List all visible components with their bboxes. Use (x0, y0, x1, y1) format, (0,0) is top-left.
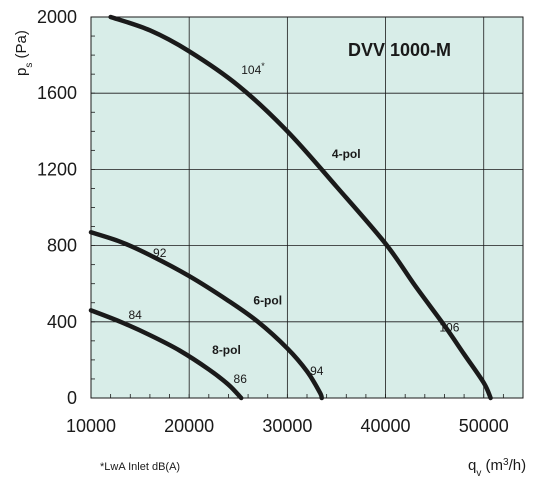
series-label: 6-pol (253, 294, 282, 308)
sound-level-label: 84 (129, 308, 143, 322)
curve-4-pol (108, 14, 493, 401)
series-label: 4-pol (332, 147, 361, 161)
sound-level-label: 86 (234, 372, 248, 386)
x-tick-label: 10000 (66, 416, 116, 436)
curve-6-pol (88, 230, 324, 401)
series-curves (88, 14, 493, 401)
x-tick-label: 40000 (361, 416, 411, 436)
chart-title: DVV 1000-M (348, 40, 451, 60)
y-tick-label: 400 (47, 312, 77, 332)
x-tick-label: 20000 (164, 416, 214, 436)
series-label: 8-pol (212, 343, 241, 357)
series-labels: 4-pol 104* 106 6-pol 92 94 8-pol 84 86 (129, 61, 460, 386)
sound-level-label: 104* (241, 61, 265, 77)
y-tick-label: 0 (67, 388, 77, 408)
y-tick-label: 2000 (37, 7, 77, 27)
x-tick-label: 50000 (459, 416, 509, 436)
y-tick-label: 1600 (37, 83, 77, 103)
curve-8-pol (88, 308, 244, 401)
sound-level-label: 92 (153, 246, 167, 260)
x-axis-title: qv (m3/h) (468, 457, 526, 479)
y-axis-title: ps (Pa) (13, 30, 35, 76)
y-tick-labels: 0 400 800 1200 1600 2000 (37, 7, 77, 408)
sound-level-label: 94 (310, 364, 324, 378)
x-tick-label: 30000 (262, 416, 312, 436)
x-tick-labels: 10000 20000 30000 40000 50000 (66, 416, 509, 436)
footnote: *LwA Inlet dB(A) (100, 461, 180, 473)
sound-level-label: 106 (439, 320, 459, 334)
y-tick-label: 1200 (37, 159, 77, 179)
y-tick-label: 800 (47, 236, 77, 256)
plot-background (91, 17, 523, 398)
plot-frame (90, 16, 524, 399)
